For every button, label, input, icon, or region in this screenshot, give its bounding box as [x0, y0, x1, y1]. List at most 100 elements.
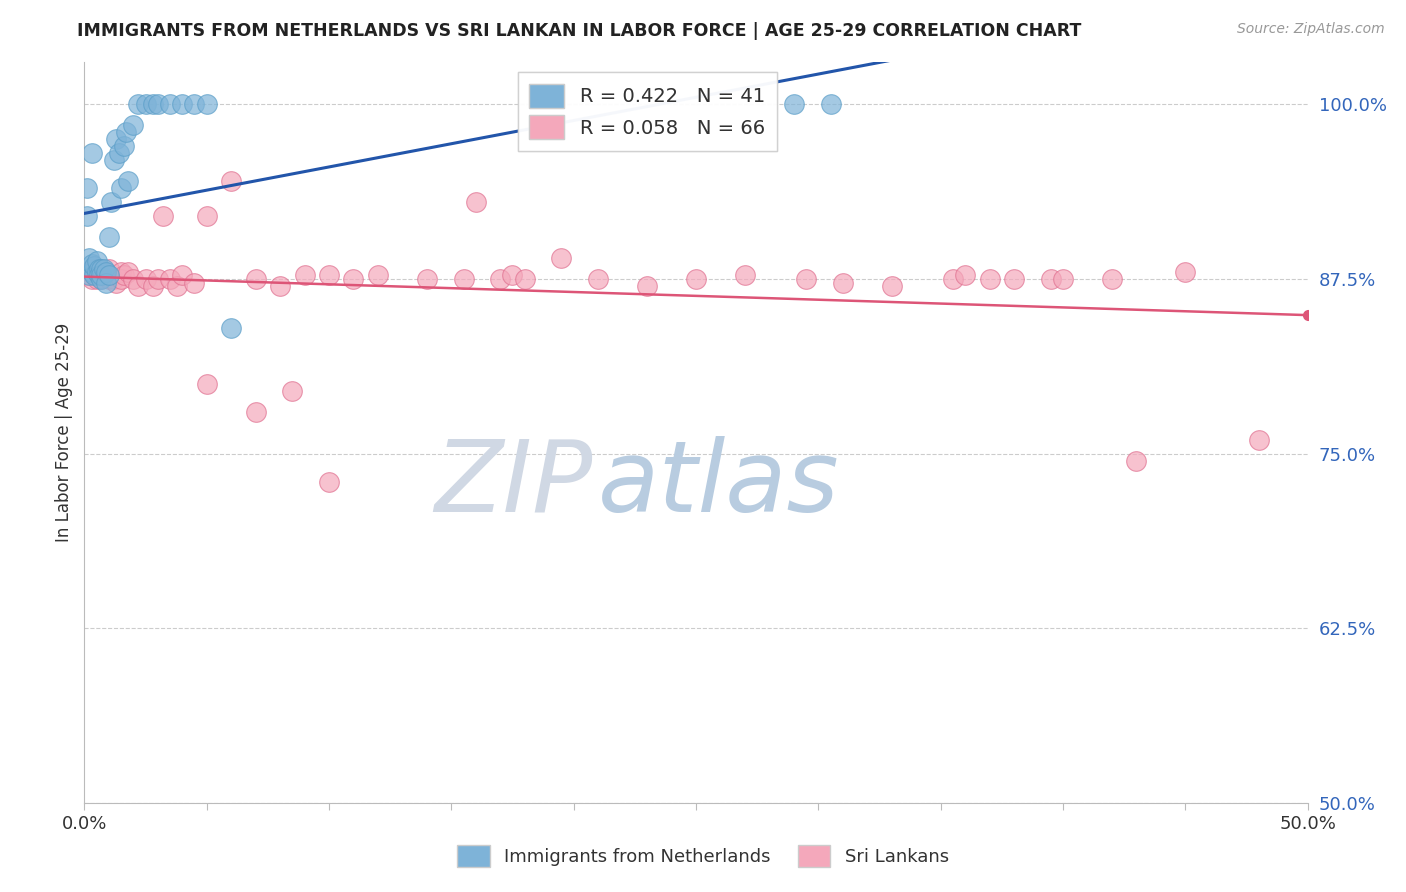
Point — [195, 376, 218, 391]
Point — [97, 272, 120, 286]
Point — [294, 268, 316, 282]
Point — [80, 262, 103, 277]
Point — [135, 97, 157, 112]
Point — [127, 97, 149, 112]
Point — [117, 174, 139, 188]
Point — [83, 268, 105, 282]
Point — [979, 272, 1001, 286]
Point — [103, 153, 125, 168]
Point — [142, 97, 165, 112]
Point — [281, 384, 304, 398]
Point — [86, 253, 108, 268]
Point — [97, 268, 120, 282]
Point — [77, 268, 100, 282]
Point — [1039, 272, 1062, 286]
Point — [127, 279, 149, 293]
Point — [80, 146, 103, 161]
Point — [453, 272, 475, 286]
Point — [110, 181, 132, 195]
Point — [117, 265, 139, 279]
Point — [105, 276, 128, 290]
Point — [685, 272, 707, 286]
Point — [146, 97, 169, 112]
Point — [367, 268, 389, 282]
Point — [122, 272, 145, 286]
Point — [112, 268, 135, 282]
Point — [76, 181, 98, 195]
Text: atlas: atlas — [598, 436, 839, 533]
Legend: Immigrants from Netherlands, Sri Lankans: Immigrants from Netherlands, Sri Lankans — [450, 838, 956, 874]
Point — [83, 260, 105, 274]
Point — [80, 257, 103, 271]
Legend: R = 0.422   N = 41, R = 0.058   N = 66: R = 0.422 N = 41, R = 0.058 N = 66 — [517, 72, 776, 151]
Point — [159, 97, 181, 112]
Point — [172, 97, 194, 112]
Point — [245, 405, 267, 419]
Point — [1247, 433, 1270, 447]
Point — [86, 272, 108, 286]
Point — [342, 272, 364, 286]
Point — [1174, 265, 1197, 279]
Point — [1125, 453, 1147, 467]
Point — [122, 118, 145, 132]
Point — [416, 272, 439, 286]
Point — [734, 268, 756, 282]
Point — [90, 268, 112, 282]
Point — [269, 279, 291, 293]
Point — [87, 268, 110, 282]
Point — [880, 279, 903, 293]
Text: Source: ZipAtlas.com: Source: ZipAtlas.com — [1237, 22, 1385, 37]
Y-axis label: In Labor Force | Age 25-29: In Labor Force | Age 25-29 — [55, 323, 73, 542]
Point — [76, 268, 98, 282]
Point — [794, 272, 817, 286]
Point — [142, 279, 165, 293]
Point — [80, 272, 103, 286]
Point — [1002, 272, 1025, 286]
Point — [115, 125, 138, 139]
Point — [219, 321, 242, 335]
Point — [87, 268, 110, 282]
Point — [105, 132, 128, 146]
Point — [103, 272, 125, 286]
Point — [219, 174, 242, 188]
Point — [90, 262, 112, 277]
Point — [195, 97, 218, 112]
Point — [159, 272, 181, 286]
Point — [146, 272, 169, 286]
Point — [93, 262, 115, 277]
Point — [318, 268, 340, 282]
Point — [83, 268, 105, 282]
Point — [183, 276, 205, 290]
Point — [1052, 272, 1074, 286]
Point — [783, 97, 806, 112]
Point — [100, 195, 122, 210]
Point — [636, 279, 658, 293]
Point — [76, 209, 98, 223]
Point — [96, 268, 118, 282]
Point — [550, 251, 572, 265]
Point — [110, 265, 132, 279]
Point — [110, 272, 132, 286]
Point — [942, 272, 965, 286]
Point — [87, 262, 110, 277]
Point — [86, 262, 108, 277]
Point — [183, 97, 205, 112]
Point — [80, 265, 103, 279]
Point — [166, 279, 188, 293]
Point — [245, 272, 267, 286]
Point — [152, 209, 174, 223]
Point — [502, 268, 524, 282]
Point — [318, 475, 340, 489]
Point — [112, 139, 135, 153]
Point — [831, 276, 853, 290]
Point — [586, 272, 609, 286]
Point — [172, 268, 194, 282]
Point — [107, 146, 129, 161]
Point — [77, 265, 100, 279]
Point — [513, 272, 536, 286]
Point — [90, 272, 112, 286]
Point — [93, 268, 115, 282]
Point — [953, 268, 976, 282]
Point — [820, 97, 842, 112]
Point — [464, 195, 486, 210]
